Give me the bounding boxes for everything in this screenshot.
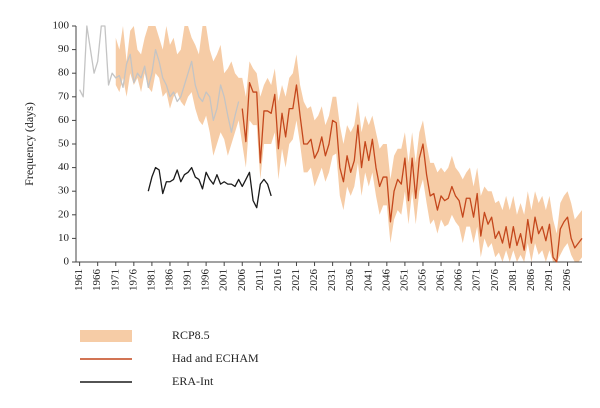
y-tick-label: 70 [58, 90, 70, 102]
x-tick-label: 2051 [398, 269, 410, 291]
y-tick-label: 10 [58, 232, 70, 244]
x-tick-label: 2081 [507, 269, 519, 291]
band [115, 26, 582, 262]
x-tick-label: 2066 [453, 269, 465, 292]
x-tick-label: 2096 [561, 269, 573, 292]
x-tick-label: 2076 [489, 269, 501, 292]
x-tick-label: 2031 [326, 269, 338, 291]
line [79, 25, 240, 133]
x-tick-label: 2046 [380, 269, 392, 292]
x-tick-label: 1971 [109, 269, 121, 291]
x-tick-label: 2036 [344, 269, 356, 292]
x-tick-label: 2091 [543, 269, 555, 291]
x-tick-label: 1996 [200, 269, 212, 292]
x-tick-label: 1986 [164, 269, 176, 292]
x-tick-label: 1961 [73, 269, 85, 291]
y-tick-label: 50 [58, 138, 70, 150]
legend-swatch [80, 330, 132, 342]
legend-label: Had and ECHAM [172, 351, 259, 365]
x-tick-label: 2011 [254, 269, 266, 291]
x-tick-label: 2041 [362, 269, 374, 291]
y-tick-label: 30 [58, 185, 70, 197]
y-tick-label: 60 [58, 114, 70, 126]
x-tick-label: 2016 [272, 269, 284, 292]
x-tick-label: 1991 [182, 269, 194, 291]
line [147, 166, 272, 209]
y-tick-label: 100 [53, 20, 70, 32]
y-tick-label: 80 [58, 67, 70, 79]
legend-label: ERA-Int [172, 374, 214, 388]
y-tick-label: 20 [58, 208, 70, 220]
line [241, 81, 583, 263]
y-axis-label: Frequency (days) [22, 102, 36, 186]
x-tick-label: 2026 [308, 269, 320, 292]
legend-label: RCP8.5 [172, 328, 210, 342]
x-tick-label: 2056 [417, 269, 429, 292]
x-tick-label: 2061 [435, 269, 447, 291]
x-tick-label: 2071 [471, 269, 483, 291]
y-tick-label: 90 [58, 43, 70, 55]
y-tick-label: 0 [64, 256, 70, 268]
x-tick-label: 1976 [127, 269, 139, 292]
x-tick-label: 1966 [91, 269, 103, 292]
y-tick-label: 40 [58, 161, 70, 173]
x-tick-label: 2006 [236, 269, 248, 292]
x-tick-label: 2086 [525, 269, 537, 292]
x-tick-label: 2001 [218, 269, 230, 291]
x-tick-label: 2021 [290, 269, 302, 291]
x-tick-label: 1981 [145, 269, 157, 291]
